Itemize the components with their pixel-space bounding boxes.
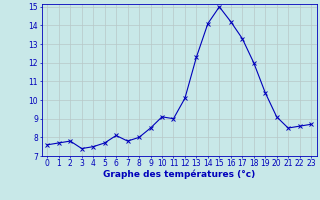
X-axis label: Graphe des températures (°c): Graphe des températures (°c): [103, 170, 255, 179]
